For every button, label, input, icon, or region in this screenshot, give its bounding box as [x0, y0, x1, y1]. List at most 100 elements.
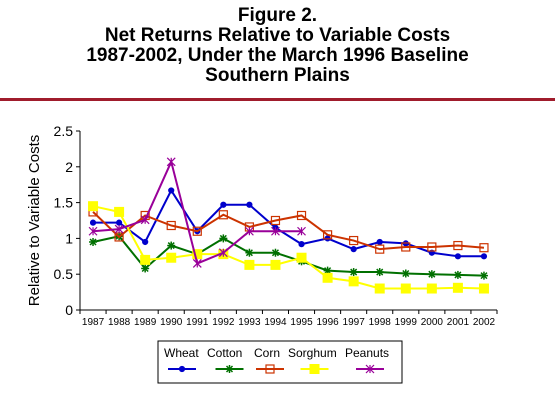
data-point-wheat [246, 201, 253, 208]
legend-label-sorghum: Sorghum [288, 346, 337, 360]
series-line-peanuts [92, 158, 302, 265]
data-point-corn [453, 240, 463, 251]
data-point-wheat [220, 201, 227, 208]
data-point-peanuts [88, 226, 98, 236]
data-point-sorghum [140, 254, 151, 265]
series-line-sorghum [92, 205, 484, 290]
data-point-sorghum [244, 259, 255, 270]
data-point-wheat [168, 187, 175, 194]
data-point-peanuts [140, 215, 150, 225]
legend-marker-sorghum [309, 364, 320, 374]
x-tick-label: 1995 [290, 317, 313, 328]
data-point-peanuts [114, 224, 124, 234]
data-point-sorghum [322, 272, 333, 283]
legend: Wheat Cotton Corn Sorghum Peanuts [157, 340, 403, 384]
data-point-cotton [349, 268, 358, 277]
series-line-wheat [93, 188, 484, 258]
data-point-sorghum [426, 283, 437, 294]
data-point-sorghum [192, 249, 203, 260]
x-tick-label: 1998 [369, 317, 392, 328]
data-point-wheat [115, 219, 123, 226]
data-point-sorghum [348, 276, 359, 287]
x-tick-label: 1996 [316, 317, 339, 328]
x-tick-label: 1992 [212, 317, 235, 328]
data-point-sorghum [452, 282, 463, 293]
data-point-peanuts [218, 248, 228, 258]
series-line-corn [92, 211, 485, 251]
series-wheat [89, 187, 488, 260]
data-point-cotton [167, 241, 176, 250]
data-point-wheat [89, 219, 97, 226]
x-tick-label: 1991 [186, 317, 209, 328]
data-point-cotton [89, 237, 98, 246]
data-point-corn [166, 220, 176, 231]
data-point-sorghum [478, 283, 489, 294]
x-tick-label: 2000 [421, 317, 444, 328]
data-point-wheat [376, 238, 383, 246]
legend-marker-peanuts [365, 364, 375, 374]
data-point-peanuts [244, 226, 254, 236]
y-tick-label: 2.5 [54, 123, 74, 139]
title-line-3: 1987-2002, Under the March 1996 Baseline [86, 45, 469, 66]
data-point-peanuts [166, 157, 176, 167]
data-point-cotton [427, 270, 436, 279]
data-point-corn [427, 242, 437, 252]
legend-label-cotton: Cotton [207, 346, 242, 360]
x-tick-label: 1988 [108, 317, 131, 328]
chart-title: Figure 2. Net Returns Relative to Variab… [0, 6, 555, 86]
title-line-1: Figure 2. [237, 5, 318, 26]
data-point-cotton [453, 270, 462, 279]
series-sorghum [88, 201, 489, 294]
data-point-corn [296, 210, 307, 221]
data-point-sorghum [166, 252, 177, 263]
data-point-cotton [271, 248, 280, 257]
x-tick-label: 2002 [473, 317, 496, 328]
x-tick-label: 1990 [160, 317, 183, 328]
x-tick-label: 1993 [238, 317, 261, 328]
y-tick-label: 0.5 [54, 266, 74, 282]
data-point-corn [375, 244, 385, 254]
y-tick-label: 1.5 [54, 195, 74, 211]
data-point-sorghum [88, 201, 99, 212]
data-point-corn [322, 230, 333, 240]
title-line-2: Net Returns Relative to Variable Costs [104, 25, 451, 46]
data-point-sorghum [114, 206, 125, 217]
y-tick-label: 1 [65, 230, 73, 246]
data-point-cotton [245, 248, 254, 257]
data-point-cotton [401, 269, 410, 278]
data-point-peanuts [271, 226, 280, 236]
data-point-cotton [141, 264, 150, 273]
axes-layer: 0 0.5 1 1.5 2 2.5 1987 1988 1989 1990 1991 1992 1993… [26, 123, 498, 328]
data-point-cotton [375, 268, 384, 277]
data-point-corn [479, 243, 489, 253]
series-peanuts [88, 157, 306, 268]
x-tick-label: 1999 [395, 317, 418, 328]
x-tick-label: 1989 [134, 317, 157, 328]
legend-box [157, 340, 403, 384]
data-point-cotton [219, 234, 228, 243]
x-tick-label: 1994 [264, 317, 287, 328]
x-tick-label: 1987 [82, 317, 105, 328]
legend-marker-cotton [225, 365, 234, 373]
y-tick-label: 0 [65, 302, 73, 318]
title-line-4: Southern Plains [205, 65, 350, 86]
y-tick-label: 2 [65, 159, 73, 175]
data-point-corn [218, 210, 228, 220]
x-tick-label: 2001 [447, 317, 470, 328]
data-point-wheat [480, 253, 488, 260]
data-point-wheat [454, 253, 462, 260]
data-point-corn [349, 235, 359, 246]
title-divider [0, 98, 555, 101]
data-point-sorghum [270, 259, 281, 270]
data-point-sorghum [374, 283, 385, 294]
data-point-corn [401, 242, 411, 252]
data-point-corn [270, 215, 281, 226]
series-layer [88, 157, 489, 294]
data-point-wheat [350, 246, 357, 253]
data-point-peanuts [297, 226, 306, 236]
series-line-cotton [92, 235, 484, 277]
data-point-peanuts [192, 259, 202, 268]
x-tick-label: 1997 [343, 317, 366, 328]
data-point-corn [192, 226, 202, 236]
